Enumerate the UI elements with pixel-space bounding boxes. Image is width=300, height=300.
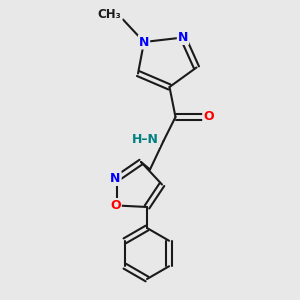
- Text: O: O: [110, 199, 121, 212]
- Text: H–N: H–N: [132, 133, 159, 146]
- Text: N: N: [139, 35, 149, 49]
- Text: O: O: [203, 110, 214, 124]
- Text: CH₃: CH₃: [98, 8, 122, 22]
- Text: N: N: [110, 172, 121, 185]
- Text: N: N: [178, 31, 188, 44]
